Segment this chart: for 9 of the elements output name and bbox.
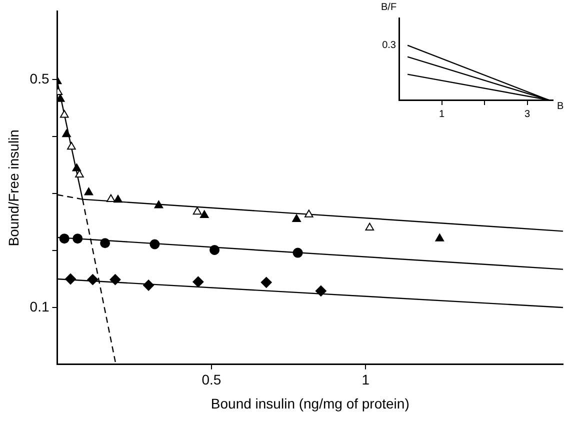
x-axis-title: Bound insulin (ng/mg of protein)	[210, 395, 410, 412]
y-axis-title: B/F	[381, 2, 397, 13]
y-tick-label: 0.1	[30, 298, 50, 314]
x-axis-title: B	[557, 100, 564, 112]
x-tick-label: 3	[524, 108, 531, 120]
x-tick-label: 1	[362, 372, 370, 388]
x-tick-label: 1	[438, 108, 445, 120]
y-axis-title: Bound/Free insulin	[5, 130, 22, 246]
annotation: 0.3	[382, 40, 396, 52]
